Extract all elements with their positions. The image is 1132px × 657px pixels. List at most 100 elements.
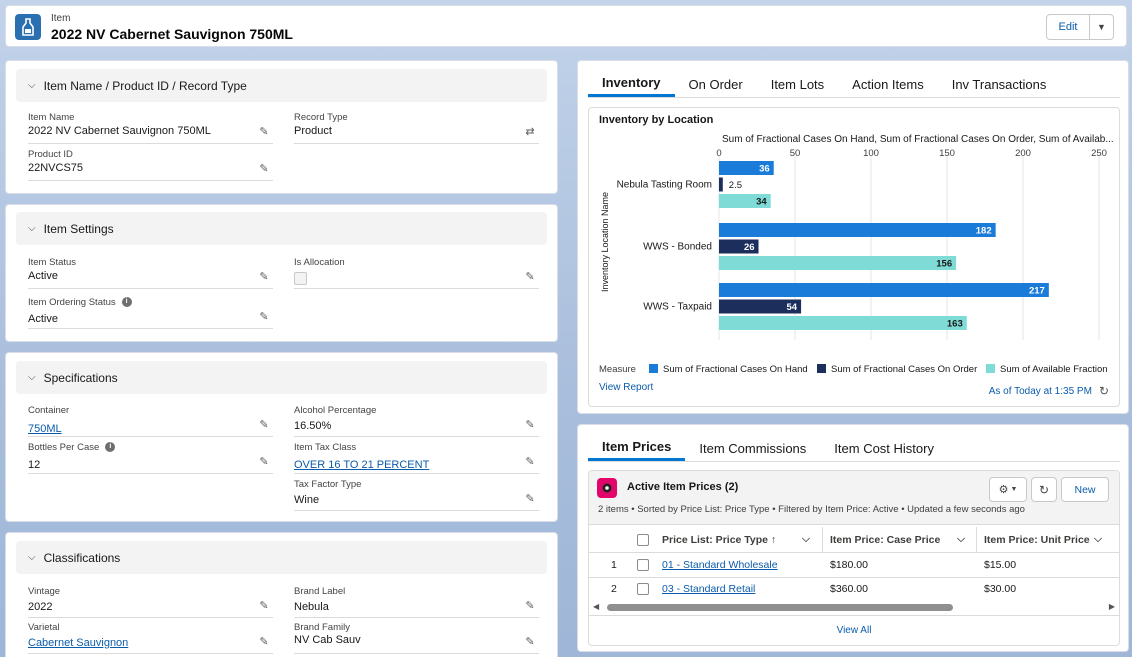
change-record-type-icon[interactable]: ⇄ <box>525 125 535 138</box>
specifications-section-card: ⌵ Specifications Container 750ML ✎ Alcoho… <box>5 352 558 522</box>
column-label: Item Price: Unit Price <box>984 533 1090 546</box>
tab-item-lots[interactable]: Item Lots <box>770 76 825 92</box>
refresh-icon: ↻ <box>1038 482 1050 497</box>
pencil-icon[interactable]: ✎ <box>525 635 535 648</box>
pencil-icon[interactable]: ✎ <box>525 599 535 612</box>
field-label: Varietal <box>28 622 60 633</box>
section-header-classifications[interactable]: ⌵ Classifications <box>16 541 547 574</box>
x-tick-label: 250 <box>1091 148 1107 159</box>
is-allocation-field: Is Allocation ✎ <box>294 257 539 289</box>
column-header-unit-price[interactable]: Item Price: Unit Price <box>984 527 1090 552</box>
ordering-status-field: Item Ordering Status i Active ✎ <box>28 297 273 329</box>
info-icon[interactable]: i <box>121 297 132 308</box>
chevron-down-icon: ▼ <box>1010 486 1018 493</box>
tab-inv-transactions[interactable]: Inv Transactions <box>951 76 1047 92</box>
header-actions: Edit ▼ <box>1046 14 1114 40</box>
field-label: Is Allocation <box>294 257 345 268</box>
price-list-link[interactable]: 01 - Standard Wholesale <box>662 559 778 571</box>
scroll-right-icon[interactable]: ▶ <box>1108 602 1115 611</box>
pencil-icon[interactable]: ✎ <box>525 492 535 505</box>
tab-item-commissions[interactable]: Item Commissions <box>699 440 807 456</box>
section-title: Item Settings <box>43 221 114 236</box>
pencil-icon[interactable]: ✎ <box>259 270 269 283</box>
bar <box>719 194 771 208</box>
field-label-text: Bottles Per Case <box>28 442 100 453</box>
edit-button[interactable]: Edit <box>1046 14 1090 40</box>
field-label: Item Status <box>28 257 77 268</box>
pencil-icon[interactable]: ✎ <box>525 418 535 431</box>
bar-value-label: 2.5 <box>729 180 742 191</box>
related-list: Active Item Prices (2) 2 items • Sorted … <box>588 470 1120 646</box>
scrollbar-thumb[interactable] <box>607 604 953 611</box>
product-id-field: Product ID 22NVCS75 ✎ <box>28 149 273 181</box>
row-checkbox[interactable] <box>637 583 649 595</box>
price-tabs: Item Prices Item Commissions Item Cost H… <box>588 435 1120 462</box>
pencil-icon[interactable]: ✎ <box>259 125 269 138</box>
row-checkbox[interactable] <box>637 559 649 571</box>
chevron-down-icon: ⌵ <box>28 223 36 234</box>
section-title: Item Name / Product ID / Record Type <box>43 78 247 93</box>
view-all-link[interactable]: View All <box>836 625 872 636</box>
field-label: Tax Factor Type <box>294 479 362 490</box>
tab-on-order[interactable]: On Order <box>688 76 743 92</box>
bottles-per-case-field: Bottles Per Case i 12 ✎ <box>28 442 273 474</box>
pencil-icon[interactable]: ✎ <box>259 418 269 431</box>
field-label: Item Name <box>28 112 75 123</box>
column-menu-chevron-icon[interactable]: ⌵ <box>802 533 810 545</box>
name-section-card: ⌵ Item Name / Product ID / Record Type It… <box>5 60 558 194</box>
section-header-specifications[interactable]: ⌵ Specifications <box>16 361 547 394</box>
record-type-field: Record Type Product ⇄ <box>294 112 539 144</box>
pencil-icon[interactable]: ✎ <box>259 310 269 323</box>
price-list-link[interactable]: 03 - Standard Retail <box>662 583 756 595</box>
legend-title: Measure <box>599 364 636 375</box>
pencil-icon[interactable]: ✎ <box>259 455 269 468</box>
list-settings-button[interactable]: ⚙ ▼ <box>989 477 1027 502</box>
field-value: Nebula <box>294 601 329 613</box>
field-label-text: Item Ordering Status <box>28 297 116 308</box>
column-header-price-list[interactable]: Price List: Price Type ↑ <box>662 527 776 552</box>
bar-value-label: 36 <box>759 164 770 175</box>
container-link[interactable]: 750ML <box>28 423 62 435</box>
tax-class-link[interactable]: OVER 16 TO 21 PERCENT <box>294 459 430 471</box>
section-header-name[interactable]: ⌵ Item Name / Product ID / Record Type <box>16 69 547 102</box>
info-icon[interactable]: i <box>105 442 116 453</box>
scroll-left-icon[interactable]: ◀ <box>593 602 600 611</box>
case-price-cell: $360.00 <box>830 583 868 595</box>
refresh-icon[interactable]: ↻ <box>1098 384 1109 398</box>
column-menu-chevron-icon[interactable]: ⌵ <box>1094 533 1102 545</box>
as-of-text: As of Today at 1:35 PM <box>988 385 1092 397</box>
pencil-icon[interactable]: ✎ <box>259 635 269 648</box>
select-all-checkbox[interactable] <box>637 533 649 546</box>
pencil-icon[interactable]: ✎ <box>525 455 535 468</box>
tab-item-prices[interactable]: Item Prices <box>588 435 686 461</box>
related-list-meta: 2 items • Sorted by Price List: Price Ty… <box>598 504 1025 515</box>
tab-inventory[interactable]: Inventory <box>588 71 675 97</box>
x-tick-label: 100 <box>863 148 879 159</box>
varietal-field: Varietal Cabernet Sauvignon ✎ <box>28 622 273 654</box>
varietal-link[interactable]: Cabernet Sauvignon <box>28 637 129 649</box>
more-actions-button[interactable]: ▼ <box>1090 14 1114 40</box>
item-prices-card: Item Prices Item Commissions Item Cost H… <box>577 424 1129 652</box>
section-header-settings[interactable]: ⌵ Item Settings <box>16 212 547 245</box>
related-list-title[interactable]: Active Item Prices (2) <box>627 481 739 493</box>
tab-item-cost-history[interactable]: Item Cost History <box>834 440 934 456</box>
price-object-icon <box>597 478 617 498</box>
section-title: Classifications <box>43 550 121 565</box>
pencil-icon[interactable]: ✎ <box>525 270 535 283</box>
chart-container: Inventory by Location Sum of Fractional … <box>588 107 1120 407</box>
new-button[interactable]: New <box>1061 477 1109 502</box>
category-label: WWS - Bonded <box>643 242 712 253</box>
field-label: Item Ordering Status i <box>28 297 132 308</box>
x-tick-label: 200 <box>1015 148 1031 159</box>
view-report-link[interactable]: View Report <box>599 382 654 393</box>
column-menu-chevron-icon[interactable]: ⌵ <box>957 533 965 545</box>
horizontal-scrollbar[interactable]: ◀ ▶ <box>593 602 1115 612</box>
column-header-case-price[interactable]: Item Price: Case Price <box>830 527 940 552</box>
category-label: Nebula Tasting Room <box>617 180 712 191</box>
pencil-icon[interactable]: ✎ <box>259 162 269 175</box>
tab-action-items[interactable]: Action Items <box>852 76 924 92</box>
column-divider <box>976 527 977 553</box>
pencil-icon[interactable]: ✎ <box>259 599 269 612</box>
refresh-list-button[interactable]: ↻ <box>1031 477 1057 502</box>
wine-bottle-icon <box>15 14 41 40</box>
